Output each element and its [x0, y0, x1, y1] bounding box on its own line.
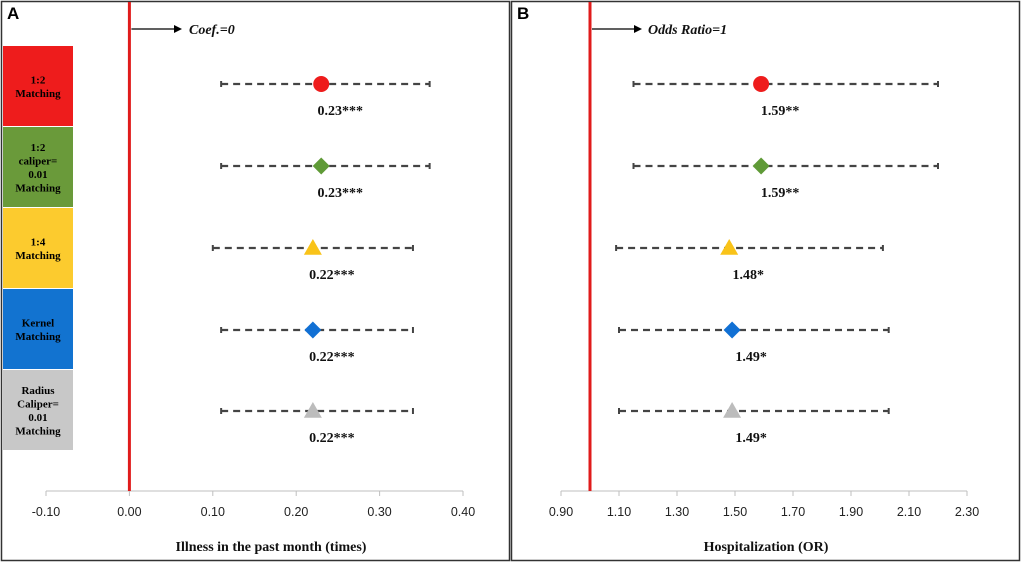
estimate-marker-diamond	[304, 321, 322, 339]
x-tick-label: 1.50	[723, 505, 747, 519]
panel-b-letter: B	[517, 4, 529, 23]
estimate-marker-triangle	[720, 239, 739, 255]
reference-arrow-head	[174, 25, 182, 33]
estimate-marker-diamond	[723, 321, 741, 339]
method-block-3	[3, 208, 73, 288]
estimate-marker-diamond	[312, 157, 330, 175]
estimate-marker-diamond	[752, 157, 770, 175]
panel-a-plot: -0.10 0.00 0.10 0.20 0.30 0.40 Coef.=0 0.23*** 0…	[32, 2, 475, 519]
method-label-line: Kernel	[22, 317, 54, 329]
panel-a-xlabel: Illness in the past month (times)	[176, 540, 367, 555]
panel-a-frame	[0, 0, 511, 562]
reference-label: Coef.=0	[189, 23, 235, 38]
method-label-line: caliper=	[19, 155, 58, 167]
x-tick-label: 0.20	[284, 505, 308, 519]
method-label-line: Matching	[15, 88, 61, 100]
panel-b-frame	[510, 0, 1021, 562]
x-tick-label: 0.00	[117, 505, 141, 519]
x-tick-label: 0.30	[367, 505, 391, 519]
estimate-value-label: 1.59**	[761, 186, 800, 201]
x-tick-label: 0.40	[451, 505, 475, 519]
method-block-5	[3, 370, 73, 450]
estimate-marker-circle	[313, 76, 330, 92]
x-tick-label: 1.90	[839, 505, 863, 519]
x-tick-label: -0.10	[32, 505, 61, 519]
method-label-line: Radius	[21, 385, 55, 397]
estimate-value-label: 1.59**	[761, 104, 800, 119]
method-label-line: 1:2	[31, 74, 46, 86]
x-tick-label: 2.10	[897, 505, 921, 519]
reference-label: Odds Ratio=1	[648, 23, 727, 38]
x-tick-label: 1.10	[607, 505, 631, 519]
method-label-line: Matching	[15, 425, 61, 437]
estimate-value-label: 1.49*	[735, 350, 767, 365]
estimate-value-label: 0.22***	[309, 350, 355, 365]
estimate-marker-triangle	[303, 239, 322, 255]
method-label-line: 1:2	[31, 142, 46, 154]
method-block-1	[3, 46, 73, 126]
method-label-line: 0.01	[28, 169, 47, 181]
estimate-value-label: 0.22***	[309, 268, 355, 283]
estimate-marker-circle	[753, 76, 770, 92]
estimate-value-label: 1.48*	[732, 268, 764, 283]
x-tick-label: 0.90	[549, 505, 573, 519]
method-legend: 1:2Matching1:2caliper=0.01Matching1:4Mat…	[3, 46, 73, 450]
estimate-value-label: 1.49*	[735, 431, 767, 446]
method-block-2	[3, 127, 73, 207]
estimate-marker-triangle	[723, 402, 742, 418]
x-tick-label: 1.70	[781, 505, 805, 519]
x-tick-label: 0.10	[201, 505, 225, 519]
x-tick-label: 1.30	[665, 505, 689, 519]
reference-arrow-head	[634, 25, 642, 33]
estimate-value-label: 0.23***	[317, 186, 363, 201]
estimate-marker-triangle	[303, 402, 322, 418]
method-label-line: Matching	[15, 331, 61, 343]
panel-a-letter: A	[7, 4, 19, 23]
method-label-line: Caliper=	[17, 398, 59, 410]
estimate-value-label: 0.22***	[309, 431, 355, 446]
method-label-line: 1:4	[31, 236, 46, 248]
panel-b-xlabel: Hospitalization (OR)	[704, 540, 829, 555]
method-label-line: Matching	[15, 182, 61, 194]
x-tick-label: 2.30	[955, 505, 979, 519]
method-block-4	[3, 289, 73, 369]
method-label-line: 0.01	[28, 412, 47, 424]
panel-b-plot: 0.90 1.10 1.30 1.50 1.70 1.90 2.10 2.30 Odds Rat…	[549, 2, 979, 519]
estimate-value-label: 0.23***	[317, 104, 363, 119]
method-label-line: Matching	[15, 250, 61, 262]
